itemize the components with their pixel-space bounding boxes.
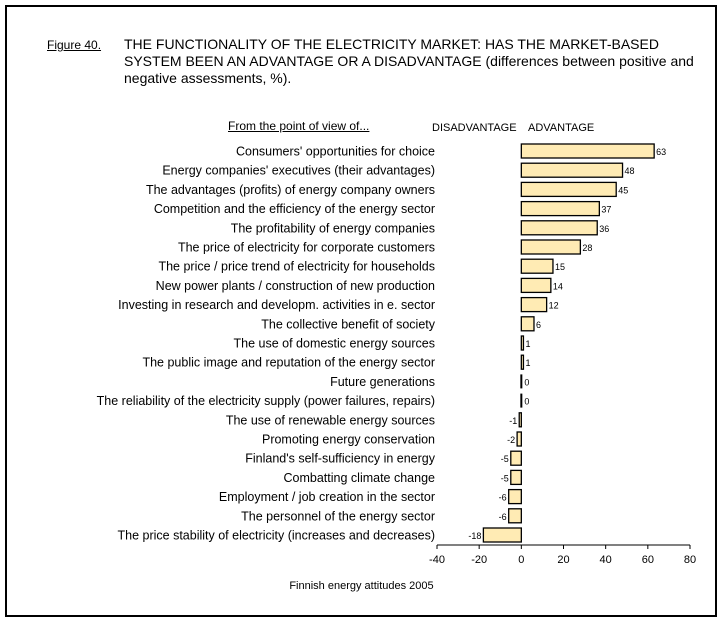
bar — [520, 181, 617, 198]
data-label: -5 — [501, 454, 509, 464]
bar — [520, 354, 525, 370]
category-label: The personnel of the energy sector — [241, 509, 435, 523]
bar — [518, 412, 522, 428]
data-label: 0 — [524, 377, 529, 387]
category-label: The collective benefit of society — [261, 317, 435, 331]
data-label: 37 — [601, 205, 611, 215]
x-tick-label: -20 — [471, 554, 487, 566]
category-label: The advantages (profits) of energy compa… — [146, 183, 435, 197]
x-tick-label: 20 — [557, 554, 569, 566]
category-label: Employment / job creation in the sector — [219, 490, 435, 504]
bar — [520, 143, 655, 159]
data-label: 28 — [582, 243, 592, 253]
data-label: 1 — [525, 358, 530, 368]
data-label: -18 — [468, 531, 481, 541]
bar — [520, 239, 582, 255]
x-tick-label: 80 — [684, 554, 696, 566]
category-label: Energy companies' executives (their adva… — [162, 164, 435, 178]
categories-header: From the point of view of... — [228, 119, 370, 133]
x-tick-label: 60 — [642, 554, 654, 566]
x-tick-label: -40 — [429, 554, 445, 566]
bar — [516, 431, 522, 447]
category-label: The reliability of the electricity suppl… — [97, 394, 435, 408]
data-label: 15 — [555, 262, 565, 272]
x-tick-label: 40 — [600, 554, 612, 566]
data-label: 45 — [618, 185, 628, 195]
category-label: Future generations — [330, 375, 435, 389]
data-label: 48 — [625, 166, 635, 176]
bar — [520, 393, 523, 408]
category-label: The profitability of energy companies — [231, 221, 435, 235]
category-label: Consumers' opportunities for choice — [236, 145, 435, 159]
category-label: Combatting climate change — [284, 471, 436, 485]
category-label: Finland's self-sufficiency in energy — [245, 452, 435, 466]
data-label: -5 — [501, 473, 509, 483]
bar — [520, 162, 624, 178]
data-label: 36 — [599, 224, 609, 234]
bar — [520, 200, 600, 217]
chart-title: THE FUNCTIONALITY OF THE ELECTRICITY MAR… — [124, 36, 694, 86]
x-tick-label: 0 — [518, 554, 524, 566]
category-label: Promoting energy conservation — [262, 433, 435, 447]
bar — [520, 277, 552, 294]
data-label: 6 — [536, 320, 541, 330]
data-label: 12 — [549, 301, 559, 311]
advantage-header: ADVANTAGE — [528, 122, 595, 134]
bar — [508, 488, 522, 505]
bar — [520, 374, 523, 389]
category-label: The price of electricity for corporate c… — [178, 241, 435, 255]
source-footer: Finnish energy attitudes 2005 — [289, 580, 434, 592]
category-label: The price / price trend of electricity f… — [158, 260, 435, 274]
data-label: -6 — [499, 493, 507, 503]
data-label: 0 — [524, 397, 529, 407]
category-label: The use of domestic energy sources — [234, 337, 436, 351]
bar — [508, 508, 522, 524]
bar — [520, 316, 535, 332]
bar — [520, 220, 598, 236]
bar — [482, 527, 522, 543]
category-label: The use of renewable energy sources — [226, 413, 435, 427]
category-label: Competition and the efficiency of the en… — [154, 202, 435, 216]
bar — [520, 258, 554, 274]
figure-label: Figure 40. — [47, 38, 102, 52]
category-label: New power plants / construction of new p… — [156, 279, 435, 293]
data-label: -6 — [499, 512, 507, 522]
category-label: The public image and reputation of the e… — [142, 356, 435, 370]
figure-frame — [5, 5, 717, 617]
data-label: 14 — [553, 281, 563, 291]
bar — [520, 296, 548, 313]
disadvantage-header: DISADVANTAGE — [432, 122, 517, 134]
category-label: The price stability of electricity (incr… — [118, 529, 436, 543]
data-label: 63 — [656, 147, 666, 157]
bar — [510, 469, 522, 486]
bar — [510, 450, 522, 466]
data-label: -1 — [509, 416, 517, 426]
bar — [520, 335, 525, 351]
data-label: -2 — [507, 435, 515, 445]
category-label: Investing in research and developm. acti… — [118, 298, 435, 312]
data-label: 1 — [525, 339, 530, 349]
